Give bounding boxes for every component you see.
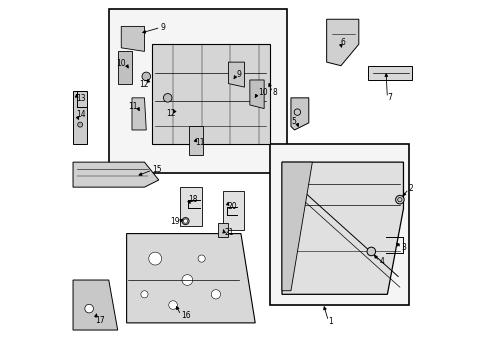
Polygon shape: [223, 191, 244, 230]
Polygon shape: [121, 26, 144, 51]
Circle shape: [395, 195, 404, 204]
Text: 9: 9: [160, 23, 165, 32]
Polygon shape: [290, 98, 308, 130]
Text: 15: 15: [152, 166, 162, 175]
Polygon shape: [282, 162, 403, 294]
Circle shape: [163, 94, 172, 102]
Polygon shape: [73, 280, 118, 330]
Text: 21: 21: [224, 228, 233, 237]
Text: 10: 10: [258, 88, 267, 97]
Text: 11: 11: [195, 138, 204, 147]
Text: 18: 18: [188, 195, 198, 204]
Text: 17: 17: [95, 315, 104, 324]
Circle shape: [148, 252, 162, 265]
Text: 12: 12: [139, 80, 148, 89]
Polygon shape: [217, 223, 228, 237]
Circle shape: [198, 255, 205, 262]
Text: 4: 4: [378, 257, 383, 266]
Text: 6: 6: [340, 38, 345, 47]
Text: 10: 10: [116, 59, 125, 68]
Text: 8: 8: [272, 88, 277, 97]
Circle shape: [182, 275, 192, 285]
Text: 16: 16: [181, 311, 190, 320]
Polygon shape: [189, 126, 203, 155]
Polygon shape: [132, 98, 146, 130]
Circle shape: [142, 72, 150, 81]
Circle shape: [183, 219, 187, 223]
Text: 19: 19: [169, 217, 179, 226]
Polygon shape: [367, 66, 411, 80]
Text: 13: 13: [77, 94, 86, 103]
Polygon shape: [326, 19, 358, 66]
Text: 11: 11: [127, 102, 137, 111]
Text: 14: 14: [77, 111, 86, 120]
Circle shape: [168, 301, 177, 309]
Text: 5: 5: [291, 117, 296, 126]
Polygon shape: [180, 187, 201, 226]
Circle shape: [141, 291, 148, 298]
Circle shape: [182, 217, 189, 225]
Text: 3: 3: [401, 243, 406, 252]
Polygon shape: [228, 62, 244, 87]
Text: 7: 7: [386, 93, 391, 102]
Circle shape: [84, 304, 93, 313]
Circle shape: [211, 290, 220, 299]
Polygon shape: [73, 162, 159, 187]
Polygon shape: [126, 234, 255, 323]
Polygon shape: [151, 44, 269, 144]
Polygon shape: [118, 51, 132, 84]
Bar: [269, 144, 408, 305]
Circle shape: [78, 122, 82, 127]
Text: 2: 2: [408, 184, 413, 193]
Polygon shape: [249, 80, 264, 109]
Polygon shape: [282, 162, 312, 291]
Text: 9: 9: [236, 70, 241, 79]
Polygon shape: [73, 91, 87, 144]
Text: 12: 12: [166, 109, 176, 118]
Text: 20: 20: [227, 202, 237, 211]
Text: 1: 1: [328, 316, 332, 325]
Circle shape: [366, 247, 375, 256]
Bar: [108, 9, 287, 173]
